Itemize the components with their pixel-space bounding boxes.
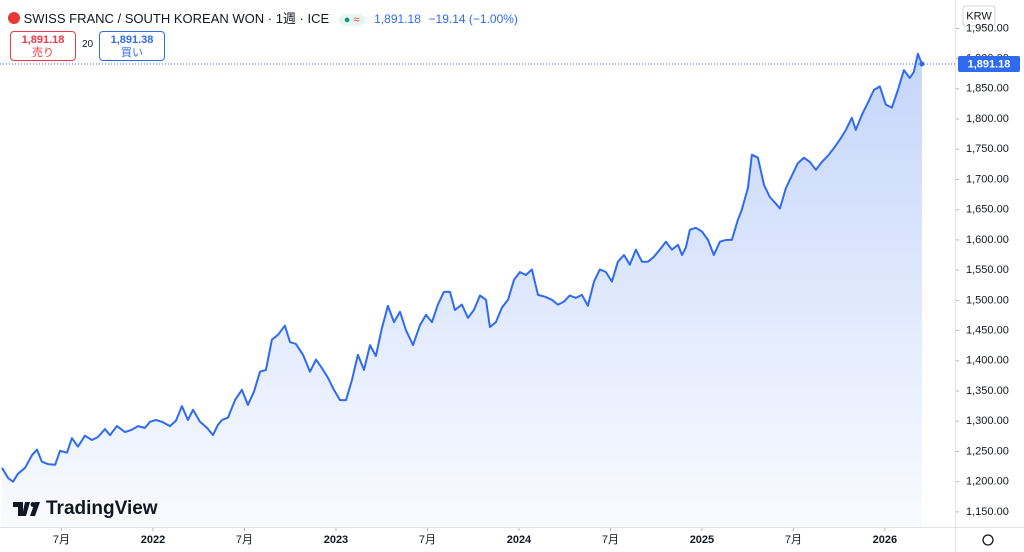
x-tick-label: 7月 — [419, 534, 436, 546]
x-tick-label: 2022 — [141, 534, 165, 546]
x-tick-label: 7月 — [236, 534, 253, 546]
flag-icon — [8, 12, 20, 24]
y-tick-label: 1,600.00 — [966, 234, 1009, 246]
sell-label: 売り — [32, 47, 54, 59]
y-tick-label: 1,150.00 — [966, 506, 1009, 518]
sell-price: 1,891.18 — [21, 34, 65, 46]
x-tick-label: 2026 — [873, 534, 897, 546]
buy-price: 1,891.38 — [110, 34, 154, 46]
buy-label: 買い — [121, 47, 143, 59]
last-price-tag — [958, 55, 1020, 72]
y-tick-label: 1,200.00 — [966, 476, 1009, 488]
x-tick-label: 7月 — [602, 534, 619, 546]
header: SWISS FRANC / SOUTH KOREAN WON · 1週 · IC… — [8, 8, 518, 27]
currency-label: KRW — [966, 10, 992, 22]
status-badge: ● ≈ — [338, 14, 365, 26]
x-tick-label: 7月 — [785, 534, 802, 546]
last-price: 1,891.18 — [374, 12, 421, 26]
x-tick-label: 2024 — [507, 534, 532, 546]
price-line — [1, 52, 923, 483]
y-tick-label: 1,850.00 — [966, 83, 1009, 95]
spread: 20 — [82, 39, 94, 50]
buy-button[interactable]: 1,891.38 買い — [99, 31, 165, 61]
y-tick-label: 1,650.00 — [966, 204, 1009, 216]
y-tick-label: 1,950.00 — [966, 22, 1009, 34]
y-tick-label: 1,700.00 — [966, 173, 1009, 185]
currency-button[interactable] — [962, 5, 996, 27]
settings-icon[interactable] — [982, 534, 994, 546]
x-tick-label: 2025 — [690, 534, 714, 546]
x-tick-label: 7月 — [53, 534, 70, 546]
y-tick-label: 1,750.00 — [966, 143, 1009, 155]
y-tick-label: 1,800.00 — [966, 113, 1009, 125]
y-tick-label: 1,300.00 — [966, 415, 1009, 427]
logo — [13, 502, 40, 516]
sell-button[interactable]: 1,891.18 売り — [10, 31, 76, 61]
y-tick-label: 1,550.00 — [966, 264, 1009, 276]
last-price-label: 1,891.18 — [968, 58, 1011, 70]
y-tick-label: 1,350.00 — [966, 385, 1009, 397]
logo-text: TradingView — [46, 498, 158, 519]
y-tick-label: 1,400.00 — [966, 355, 1009, 367]
area — [2, 53, 922, 528]
x-tick-label: 2023 — [324, 534, 348, 546]
y-tick-label: 1,250.00 — [966, 445, 1009, 457]
y-tick-label: 1,450.00 — [966, 324, 1009, 336]
symbol-title: SWISS FRANC / SOUTH KOREAN WON · 1週 · IC… — [23, 11, 330, 26]
y-tick-label: 1,500.00 — [966, 294, 1009, 306]
price-change: −19.14 (−1.00%) — [428, 12, 518, 26]
